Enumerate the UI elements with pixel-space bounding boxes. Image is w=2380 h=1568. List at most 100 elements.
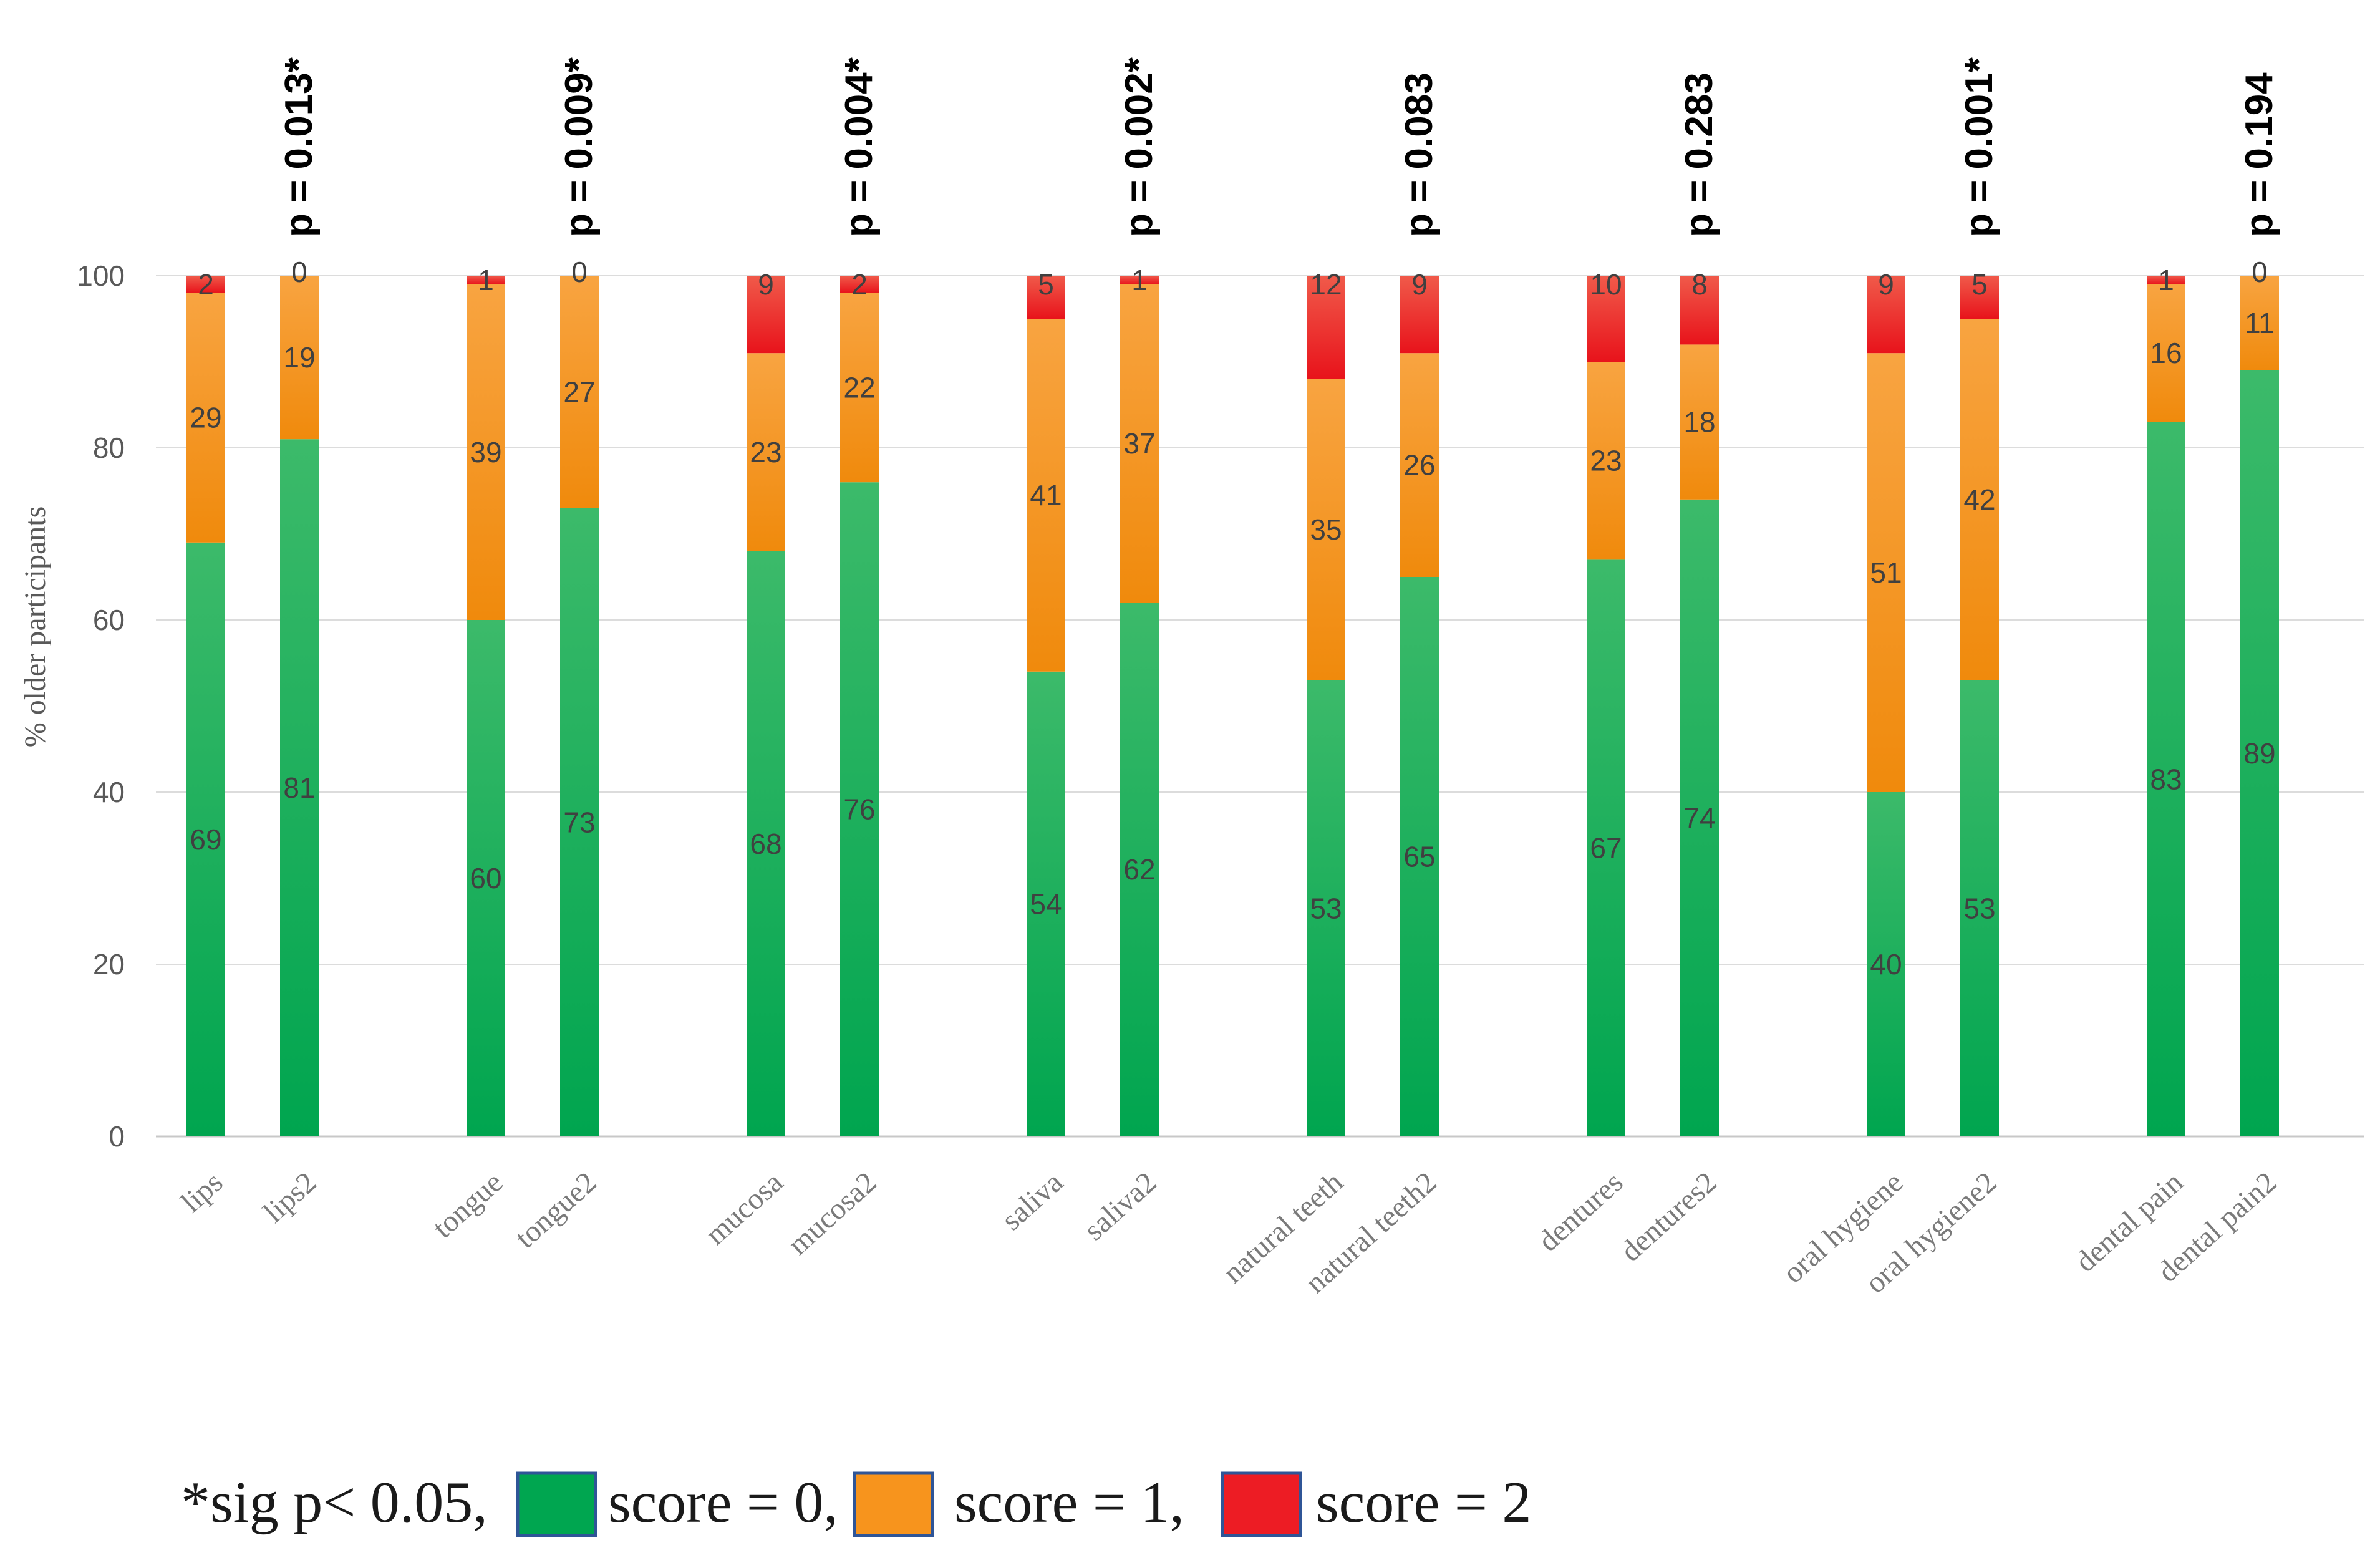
bar-segment-dental-pain-1 — [2147, 284, 2185, 422]
data-label: 23 — [750, 436, 781, 468]
bar-segment-mucosa-0 — [747, 551, 785, 1136]
data-label: 89 — [2243, 737, 2275, 770]
data-label: 26 — [1403, 449, 1435, 482]
data-label: 12 — [1310, 268, 1342, 301]
bar-segment-natural-teeth2-0 — [1400, 577, 1439, 1136]
x-tick-label: lips — [175, 1166, 229, 1219]
data-label: 40 — [1870, 948, 1902, 980]
data-label: 1 — [2158, 264, 2174, 296]
bar-segment-dentures2-1 — [1680, 344, 1719, 500]
bar-segment-dental-pain-0 — [2147, 422, 2185, 1136]
bar-segment-tongue-2 — [467, 276, 505, 284]
bar-segment-oral-hygiene-1 — [1867, 353, 1905, 792]
bar-segment-dentures-2 — [1587, 276, 1625, 362]
data-label: 76 — [843, 793, 875, 826]
y-tick-label: 80 — [93, 432, 125, 464]
bar-segment-oral-hygiene-2 — [1867, 276, 1905, 354]
y-tick-label: 0 — [109, 1120, 125, 1153]
data-label: 0 — [2252, 256, 2268, 288]
legend-label-1: score = 1, — [954, 1470, 1184, 1535]
bar-segment-saliva-1 — [1027, 319, 1065, 672]
bar-segment-natural-teeth2-2 — [1400, 276, 1439, 354]
data-label: 67 — [1590, 832, 1622, 864]
data-label: 62 — [1123, 853, 1155, 886]
data-label: 39 — [470, 436, 501, 468]
bar-segment-dentures-0 — [1587, 559, 1625, 1136]
bar-segment-saliva2-1 — [1120, 284, 1159, 603]
data-label: 35 — [1310, 513, 1342, 546]
x-tick-label: dentures2 — [1614, 1166, 1723, 1268]
data-label: 19 — [283, 341, 315, 374]
data-label: 53 — [1310, 892, 1342, 924]
data-labels: 6929281190603917327068239762225441562371… — [190, 256, 2275, 980]
y-tick-label: 40 — [93, 776, 125, 808]
legend: *sig p< 0.05, score = 0, score = 1, score … — [181, 1470, 1531, 1537]
bar-segment-lips-2 — [186, 276, 225, 293]
bar-segment-saliva-0 — [1027, 671, 1065, 1136]
bar-segment-tongue2-0 — [560, 508, 599, 1136]
data-label: 9 — [1411, 268, 1428, 301]
x-tick-label: lips2 — [258, 1166, 323, 1229]
bar-segment-natural-teeth-0 — [1307, 680, 1345, 1136]
bar-segment-saliva2-2 — [1120, 276, 1159, 284]
bar-segment-mucosa2-2 — [840, 276, 879, 293]
data-label: 5 — [1971, 268, 1988, 301]
data-label: 81 — [283, 772, 315, 804]
bar-segment-dental-pain2-0 — [2240, 370, 2279, 1136]
data-label: 5 — [1038, 268, 1054, 301]
data-label: 41 — [1030, 479, 1062, 511]
bar-segment-dentures-1 — [1587, 362, 1625, 560]
bar-segment-mucosa-2 — [747, 276, 785, 354]
legend-swatch-2 — [1221, 1471, 1302, 1537]
data-label: 29 — [190, 402, 221, 434]
legend-significance-note: *sig p< 0.05, — [181, 1470, 488, 1535]
p-value-label: p = 0.283 — [1678, 72, 1721, 237]
data-label: 68 — [750, 828, 781, 860]
data-label: 2 — [851, 268, 868, 301]
data-label: 37 — [1123, 427, 1155, 460]
bar-segment-tongue-1 — [467, 284, 505, 620]
data-label: 83 — [2150, 763, 2182, 795]
data-label: 11 — [2245, 307, 2275, 339]
bar-segment-lips2-0 — [280, 439, 319, 1137]
p-value-labels: p = 0.013* p = 0.009* p = 0.004* p = 0.002*… — [278, 57, 2281, 237]
data-label: 23 — [1590, 445, 1622, 477]
x-tick-label: tongue2 — [509, 1166, 602, 1255]
data-label: 53 — [1963, 892, 1995, 924]
y-tick-label: 20 — [93, 948, 125, 980]
data-label: 1 — [478, 264, 494, 296]
legend-swatch-0 — [516, 1471, 597, 1537]
bar-segment-tongue2-1 — [560, 276, 599, 508]
y-tick-label: 100 — [77, 259, 125, 292]
bar-segment-saliva2-0 — [1120, 603, 1159, 1136]
p-value-label: p = 0.009* — [558, 57, 601, 237]
bar-segment-oral-hygiene-0 — [1867, 792, 1905, 1136]
data-label: 65 — [1403, 841, 1435, 873]
x-tick-label: tongue — [427, 1166, 510, 1245]
p-value-label: p = 0.013* — [278, 57, 321, 237]
bar-segment-natural-teeth-2 — [1307, 276, 1345, 379]
data-label: 8 — [1691, 268, 1708, 301]
bar-segment-natural-teeth-1 — [1307, 379, 1345, 680]
bar-segment-lips2-1 — [280, 276, 319, 440]
data-label: 74 — [1683, 801, 1715, 834]
bar-segment-dentures2-0 — [1680, 499, 1719, 1136]
data-label: 9 — [758, 268, 774, 301]
data-label: 51 — [1870, 556, 1902, 589]
bar-segment-mucosa-1 — [747, 353, 785, 551]
bars — [186, 276, 2279, 1137]
bar-segment-tongue-0 — [467, 620, 505, 1136]
bar-segment-dental-pain-2 — [2147, 276, 2185, 284]
bar-segment-natural-teeth2-1 — [1400, 353, 1439, 577]
data-label: 60 — [470, 862, 501, 894]
data-label: 16 — [2150, 337, 2182, 369]
x-tick-label: mucosa — [699, 1166, 789, 1251]
bar-segment-dental-pain2-1 — [2240, 276, 2279, 370]
legend-label-0: score = 0, — [608, 1470, 838, 1535]
data-label: 54 — [1030, 888, 1062, 920]
x-tick-label: saliva — [995, 1166, 1070, 1237]
bar-segment-lips-0 — [186, 542, 225, 1136]
legend-label-2: score = 2 — [1316, 1470, 1531, 1535]
